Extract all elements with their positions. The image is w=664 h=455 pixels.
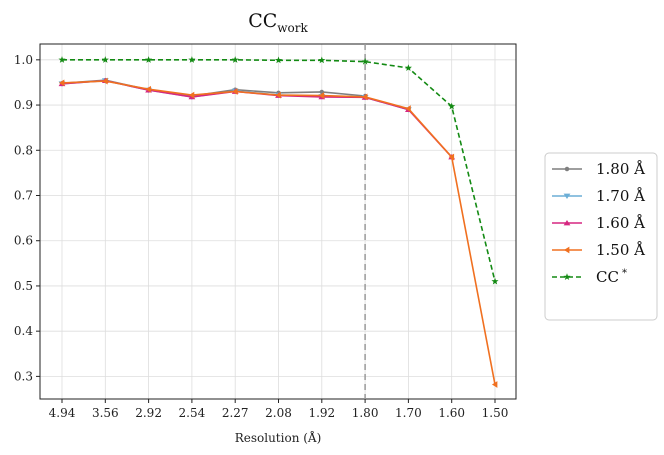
data-point	[58, 56, 66, 63]
x-tick-label: 1.60	[438, 406, 465, 420]
x-tick-label: 1.92	[308, 406, 335, 420]
data-point	[448, 153, 455, 161]
data-point	[563, 219, 571, 226]
y-tick-label: 1.0	[14, 53, 33, 67]
legend-label: 1.50 Å	[596, 241, 645, 259]
legend-box	[544, 152, 658, 321]
y-tick-label: 0.5	[14, 279, 33, 293]
legend-label: 1.60 Å	[596, 214, 645, 232]
series-line	[61, 79, 453, 158]
data-point	[318, 56, 326, 64]
data-point	[448, 102, 456, 110]
y-tick-label: 0.4	[14, 324, 33, 338]
x-axis-label: Resolution (Å)	[235, 430, 322, 445]
data-point	[145, 56, 153, 63]
grid-layer	[40, 44, 516, 399]
data-point	[232, 88, 238, 95]
x-tick-label: 3.56	[92, 406, 119, 420]
series-group	[58, 77, 456, 160]
chart-title: CCwork	[248, 10, 308, 35]
legend-label: CC *	[596, 268, 627, 286]
data-point	[275, 91, 281, 99]
data-point	[188, 56, 196, 63]
x-tick-label: 2.54	[179, 406, 206, 420]
data-point	[188, 91, 195, 99]
x-tick-label: 1.70	[395, 406, 422, 420]
data-point	[361, 57, 369, 65]
y-tick-label: 0.8	[14, 143, 33, 157]
x-tick-label: 2.92	[135, 406, 162, 420]
y-tick-label: 0.7	[14, 188, 33, 202]
series-layer	[58, 56, 499, 388]
y-tick-label: 0.6	[14, 234, 33, 248]
data-point	[318, 92, 325, 99]
data-point	[231, 56, 239, 63]
data-point	[362, 93, 368, 101]
data-point	[101, 56, 109, 63]
data-point	[491, 277, 499, 285]
data-point	[102, 77, 108, 85]
legend: 1.80 Å 1.70 Å 1.60 Å 1.50 Å CC *	[544, 152, 658, 321]
x-tick-label: 1.50	[482, 406, 509, 420]
series-group	[58, 56, 499, 285]
data-point	[564, 166, 570, 172]
x-tick-label: 2.08	[265, 406, 292, 420]
legend-label: 1.70 Å	[596, 187, 645, 205]
y-axis-ticks: 0.3 0.4 0.5 0.6 0.7 0.8 0.9 1.0	[14, 53, 40, 383]
data-point	[404, 64, 412, 71]
series-group	[58, 77, 498, 388]
legend-label: 1.80 Å	[596, 160, 645, 178]
y-tick-label: 0.3	[14, 369, 33, 383]
data-point	[563, 246, 570, 254]
data-point	[58, 79, 65, 87]
x-tick-label: 1.80	[352, 406, 379, 420]
x-axis-ticks: 4.94 3.56 2.92 2.54 2.27 2.08 1.92 1.80 1.70 1.60…	[49, 399, 509, 420]
data-point	[145, 85, 151, 93]
data-point	[563, 193, 571, 200]
y-tick-label: 0.9	[14, 98, 33, 112]
data-point	[274, 56, 283, 64]
x-tick-label: 2.27	[222, 406, 249, 420]
data-point	[491, 381, 498, 388]
x-tick-label: 4.94	[49, 406, 76, 420]
data-point	[563, 273, 571, 281]
data-point	[405, 105, 411, 113]
